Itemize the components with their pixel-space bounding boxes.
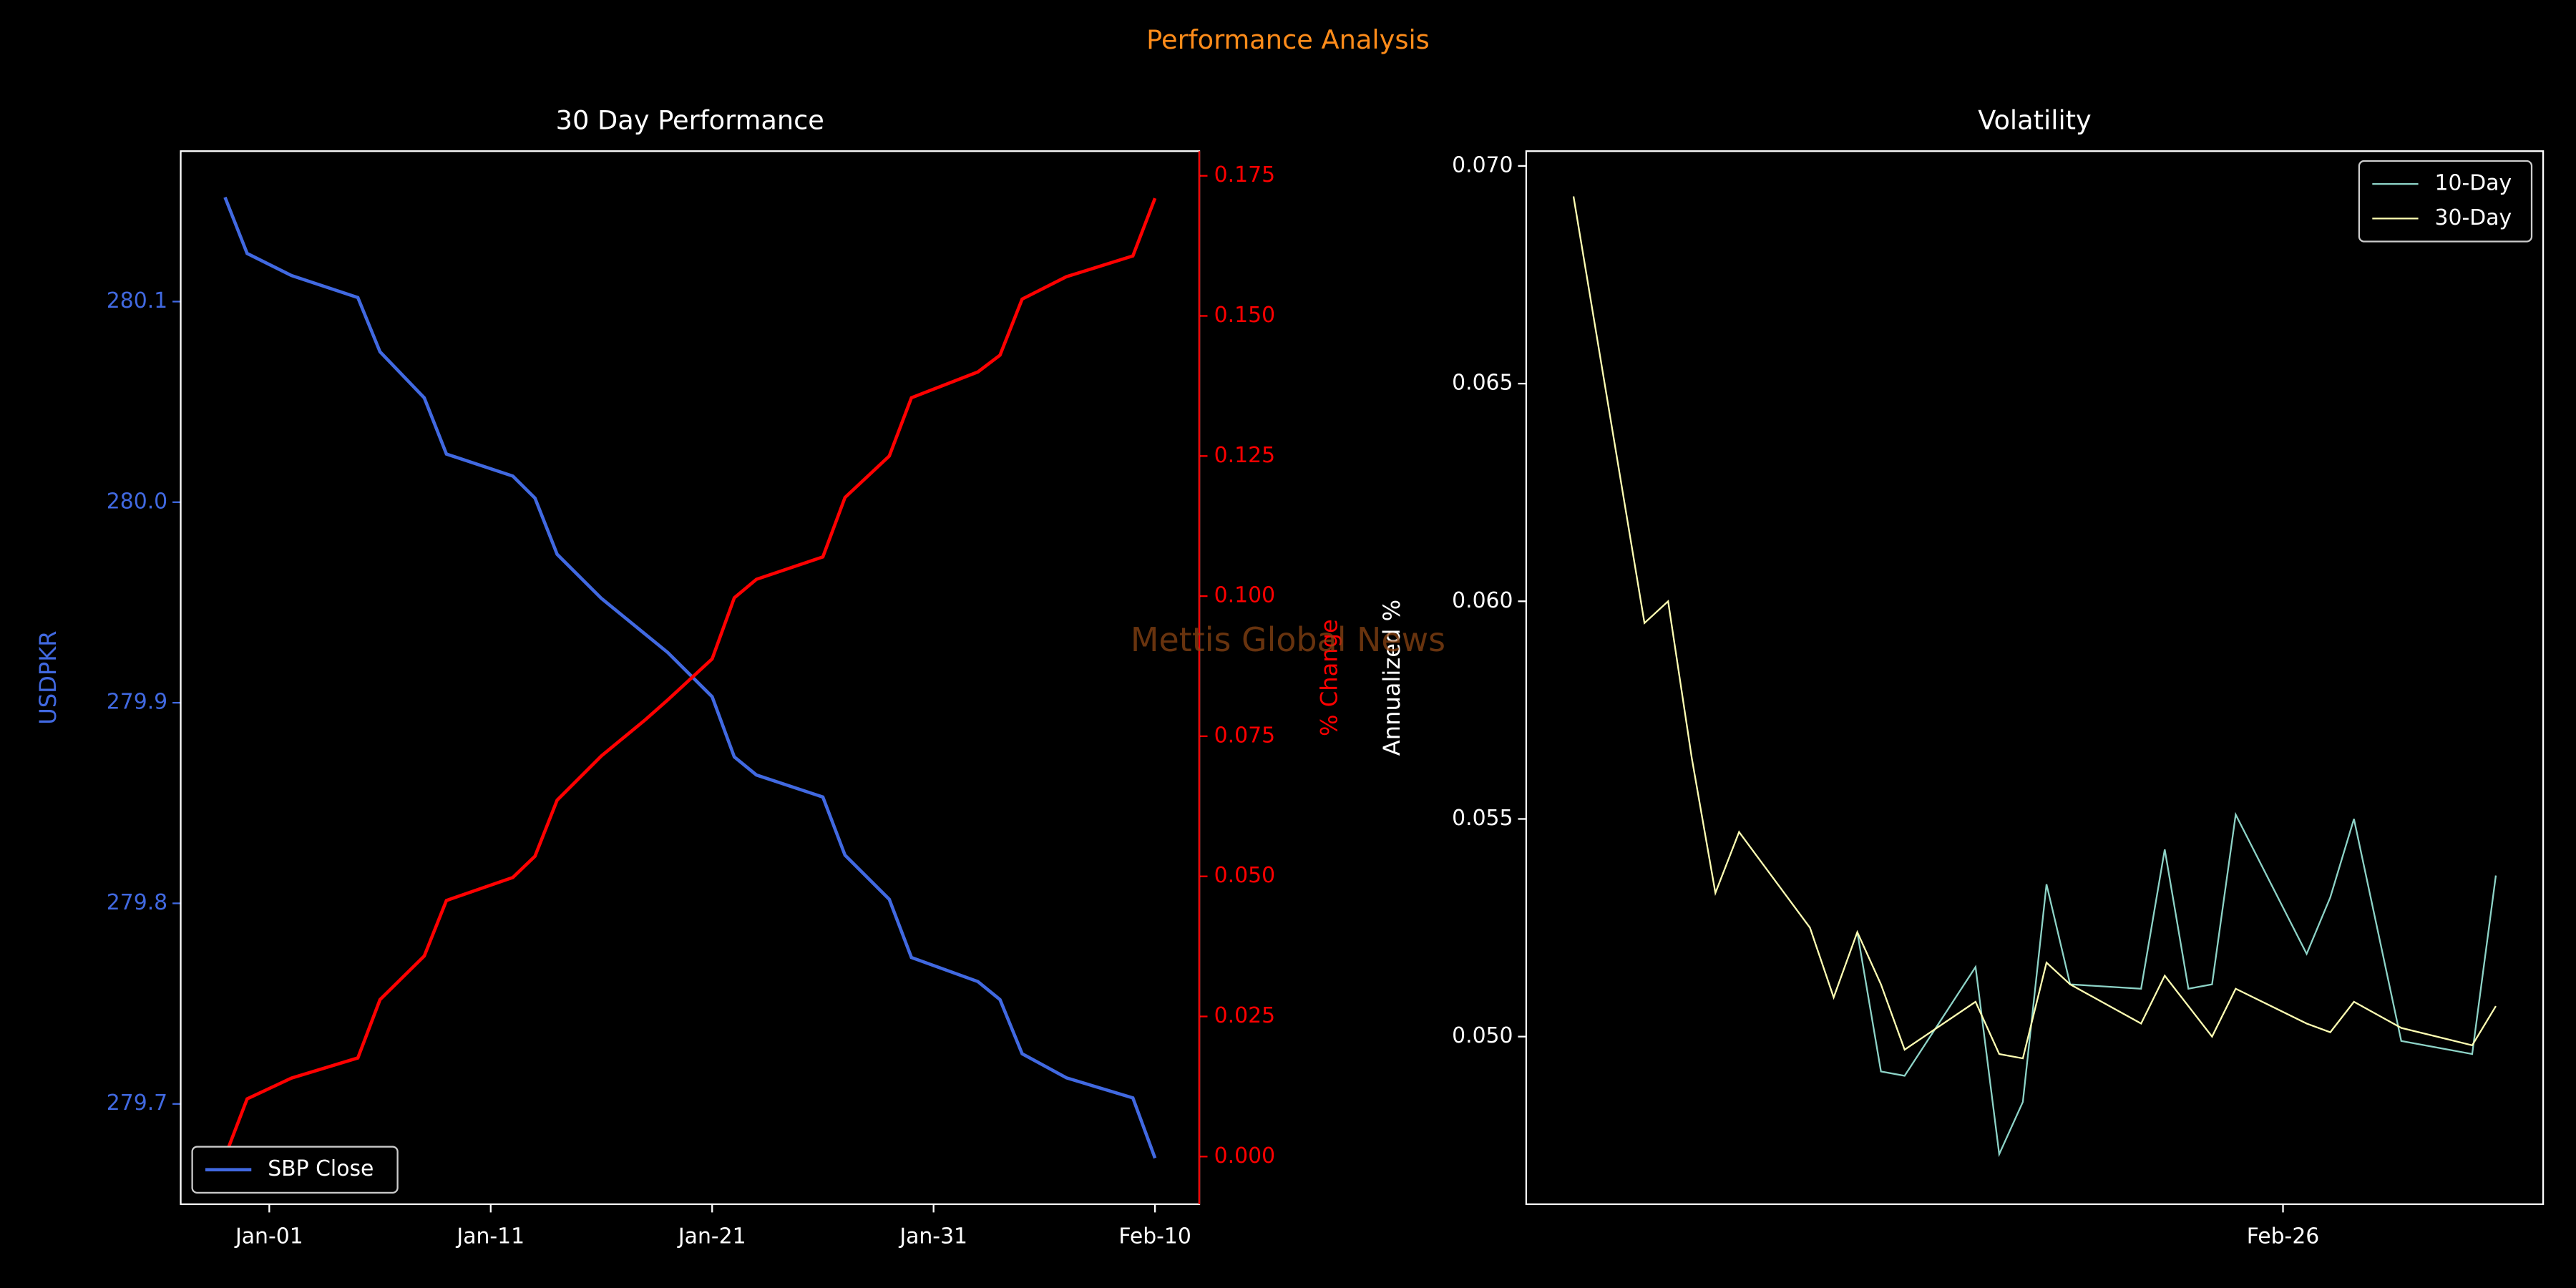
y2-tick-label: 0.025 — [1214, 1003, 1275, 1028]
series-line — [223, 197, 1157, 1158]
y-tick-label: 0.060 — [1452, 588, 1513, 613]
figure-title: Performance Analysis — [1146, 24, 1430, 55]
y-axis-label: USDPKR — [34, 630, 62, 724]
legend-label: 30-Day — [2435, 205, 2512, 230]
watermark: Mettis Global News — [1131, 620, 1445, 659]
series-line — [1572, 196, 2497, 1060]
y2-tick-label: 0.075 — [1214, 723, 1275, 748]
x-tick-label: Jan-21 — [677, 1224, 746, 1249]
y2-tick-label: 0.100 — [1214, 583, 1275, 608]
legend-label: SBP Close — [268, 1156, 374, 1181]
y2-tick-label: 0.175 — [1214, 162, 1275, 187]
x-tick-label: Jan-31 — [898, 1224, 967, 1249]
legend-box — [191, 1146, 399, 1194]
y-tick-label: 280.0 — [107, 489, 167, 514]
y-tick-label: 0.065 — [1452, 371, 1513, 396]
y-tick-label: 279.9 — [107, 690, 167, 715]
x-tick-label: Jan-11 — [455, 1224, 525, 1249]
subplot-title: Volatility — [1978, 104, 2092, 135]
y2-tick-label: 0.150 — [1214, 303, 1275, 328]
subplot-title: 30 Day Performance — [556, 104, 824, 135]
y2-tick-label: 0.125 — [1214, 443, 1275, 468]
y-tick-label: 279.7 — [107, 1091, 167, 1116]
x-tick-label: Feb-10 — [1118, 1224, 1191, 1249]
y2-axis-label: % Change — [1316, 619, 1343, 736]
y2-tick-label: 0.000 — [1214, 1143, 1275, 1169]
plot-frame — [1525, 150, 2545, 1206]
y-tick-label: 0.055 — [1452, 806, 1513, 831]
x-tick-label: Feb-26 — [2247, 1224, 2320, 1249]
y-tick-label: 0.050 — [1452, 1023, 1513, 1048]
y-tick-label: 279.8 — [107, 890, 167, 915]
series-line — [1856, 811, 2497, 1158]
series-line — [223, 196, 1157, 1159]
y-tick-label: 280.1 — [107, 288, 167, 313]
legend-label: 10-Day — [2435, 171, 2512, 196]
y-tick-label: 0.070 — [1452, 152, 1513, 177]
x-tick-label: Jan-01 — [234, 1224, 303, 1249]
legend-box — [2358, 160, 2533, 243]
y2-tick-label: 0.050 — [1214, 863, 1275, 888]
y-axis-label: Annualized % — [1378, 600, 1405, 756]
